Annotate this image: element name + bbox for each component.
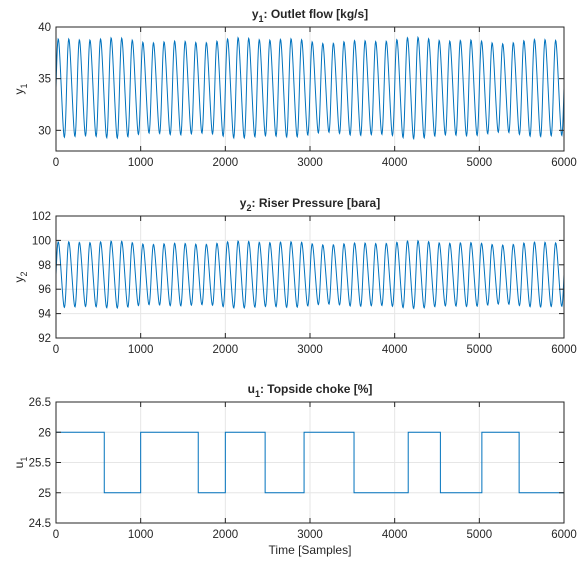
y-tick-label: 25	[38, 488, 51, 500]
y-tick-label: 40	[38, 22, 51, 34]
x-tick-label: 2000	[213, 157, 239, 169]
x-tick-label: 5000	[467, 529, 493, 541]
chart-title: u1: Topside choke [%]	[248, 382, 373, 399]
data-series-line	[55, 35, 565, 141]
y-tick-label: 25.5	[29, 458, 51, 470]
y-tick-label: 35	[38, 74, 51, 86]
y-tick-label: 26.5	[29, 397, 51, 409]
x-tick-label: 5000	[467, 344, 493, 356]
x-tick-label: 6000	[551, 157, 577, 169]
x-tick-label: 0	[53, 157, 59, 169]
y-axis-label: y2	[12, 271, 29, 282]
x-tick-label: 6000	[551, 529, 577, 541]
x-tick-label: 3000	[297, 344, 323, 356]
chart-panel-2: 0 1000 2000 3000 4000 5000 6000 92 94 96 98 100 102 y…	[12, 196, 577, 356]
y-tick-label: 96	[38, 284, 51, 296]
chart-panel-1: 0 1000 2000 3000 4000 5000 6000 30 35 40 y1: Outle…	[12, 7, 577, 169]
data-series-line	[56, 431, 564, 494]
x-tick-label: 1000	[128, 157, 154, 169]
data-series-line	[55, 239, 565, 310]
x-tick-label: 1000	[128, 529, 154, 541]
x-tick-label: 4000	[382, 157, 408, 169]
y-tick-label: 30	[38, 125, 51, 137]
x-tick-label: 5000	[467, 157, 493, 169]
x-axis-label: Time [Samples]	[269, 543, 352, 557]
y-axis-label: y1	[12, 83, 29, 94]
x-tick-label: 4000	[382, 529, 408, 541]
chart-title: y2: Riser Pressure [bara]	[240, 196, 380, 213]
x-tick-label: 2000	[213, 529, 239, 541]
chart-panel-3: 0 1000 2000 3000 4000 5000 6000 24.5 25 25.5 26 26.…	[12, 382, 577, 557]
chart-title: y1: Outlet flow [kg/s]	[252, 7, 368, 24]
y-tick-label: 102	[32, 211, 51, 223]
x-tick-label: 6000	[551, 344, 577, 356]
y-tick-label: 24.5	[29, 518, 51, 530]
y-axis-label: u1	[12, 457, 29, 469]
y-tick-label: 100	[32, 235, 51, 247]
y-tick-label: 98	[38, 260, 51, 272]
x-tick-label: 0	[53, 529, 59, 541]
x-tick-label: 3000	[297, 529, 323, 541]
x-tick-label: 2000	[213, 344, 239, 356]
x-tick-label: 1000	[128, 344, 154, 356]
y-tick-label: 26	[38, 427, 51, 439]
y-tick-label: 94	[38, 309, 51, 321]
x-tick-label: 4000	[382, 344, 408, 356]
x-tick-label: 0	[53, 344, 59, 356]
y-tick-label: 92	[38, 333, 51, 345]
x-tick-label: 3000	[297, 157, 323, 169]
